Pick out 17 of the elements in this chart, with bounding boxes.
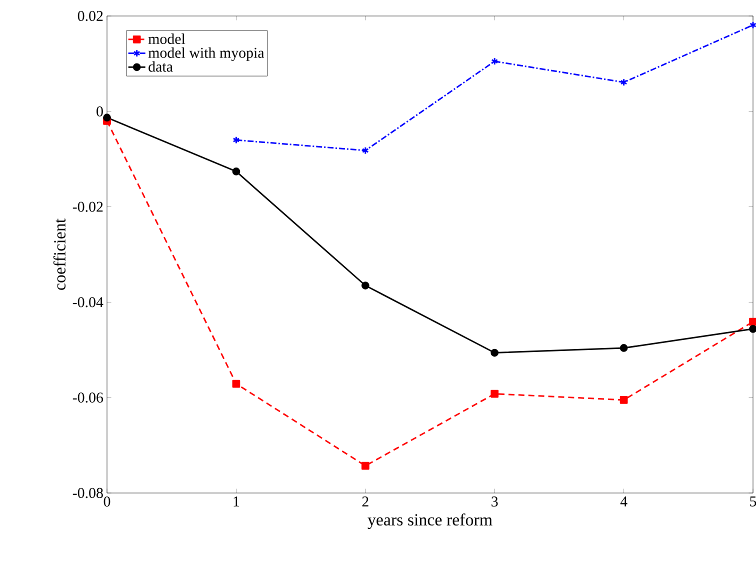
x-tick-label: 3 <box>492 496 498 507</box>
y-tick-label: -0.02 <box>72 202 103 212</box>
x-tick-label: 4 <box>620 496 628 506</box>
y-tick-label: 0.02 <box>78 10 103 22</box>
x-tick-label: 0 <box>104 496 110 507</box>
y-tick-label: -0.04 <box>72 297 104 308</box>
x-tick-label: 2 <box>362 496 368 506</box>
legend-label: model <box>148 34 186 44</box>
x-axis-title: years since reform <box>368 513 492 530</box>
y-tick-label: -0.06 <box>72 392 104 403</box>
y-tick-label: 0 <box>96 106 103 116</box>
x-tick-label: 5 <box>750 496 756 506</box>
legend-label: model with myopia <box>148 47 264 61</box>
legend-label: data <box>148 61 173 72</box>
y-axis-title: coefficient <box>53 218 66 290</box>
y-tick-label: -0.08 <box>72 488 103 498</box>
x-tick-label: 1 <box>234 496 240 506</box>
